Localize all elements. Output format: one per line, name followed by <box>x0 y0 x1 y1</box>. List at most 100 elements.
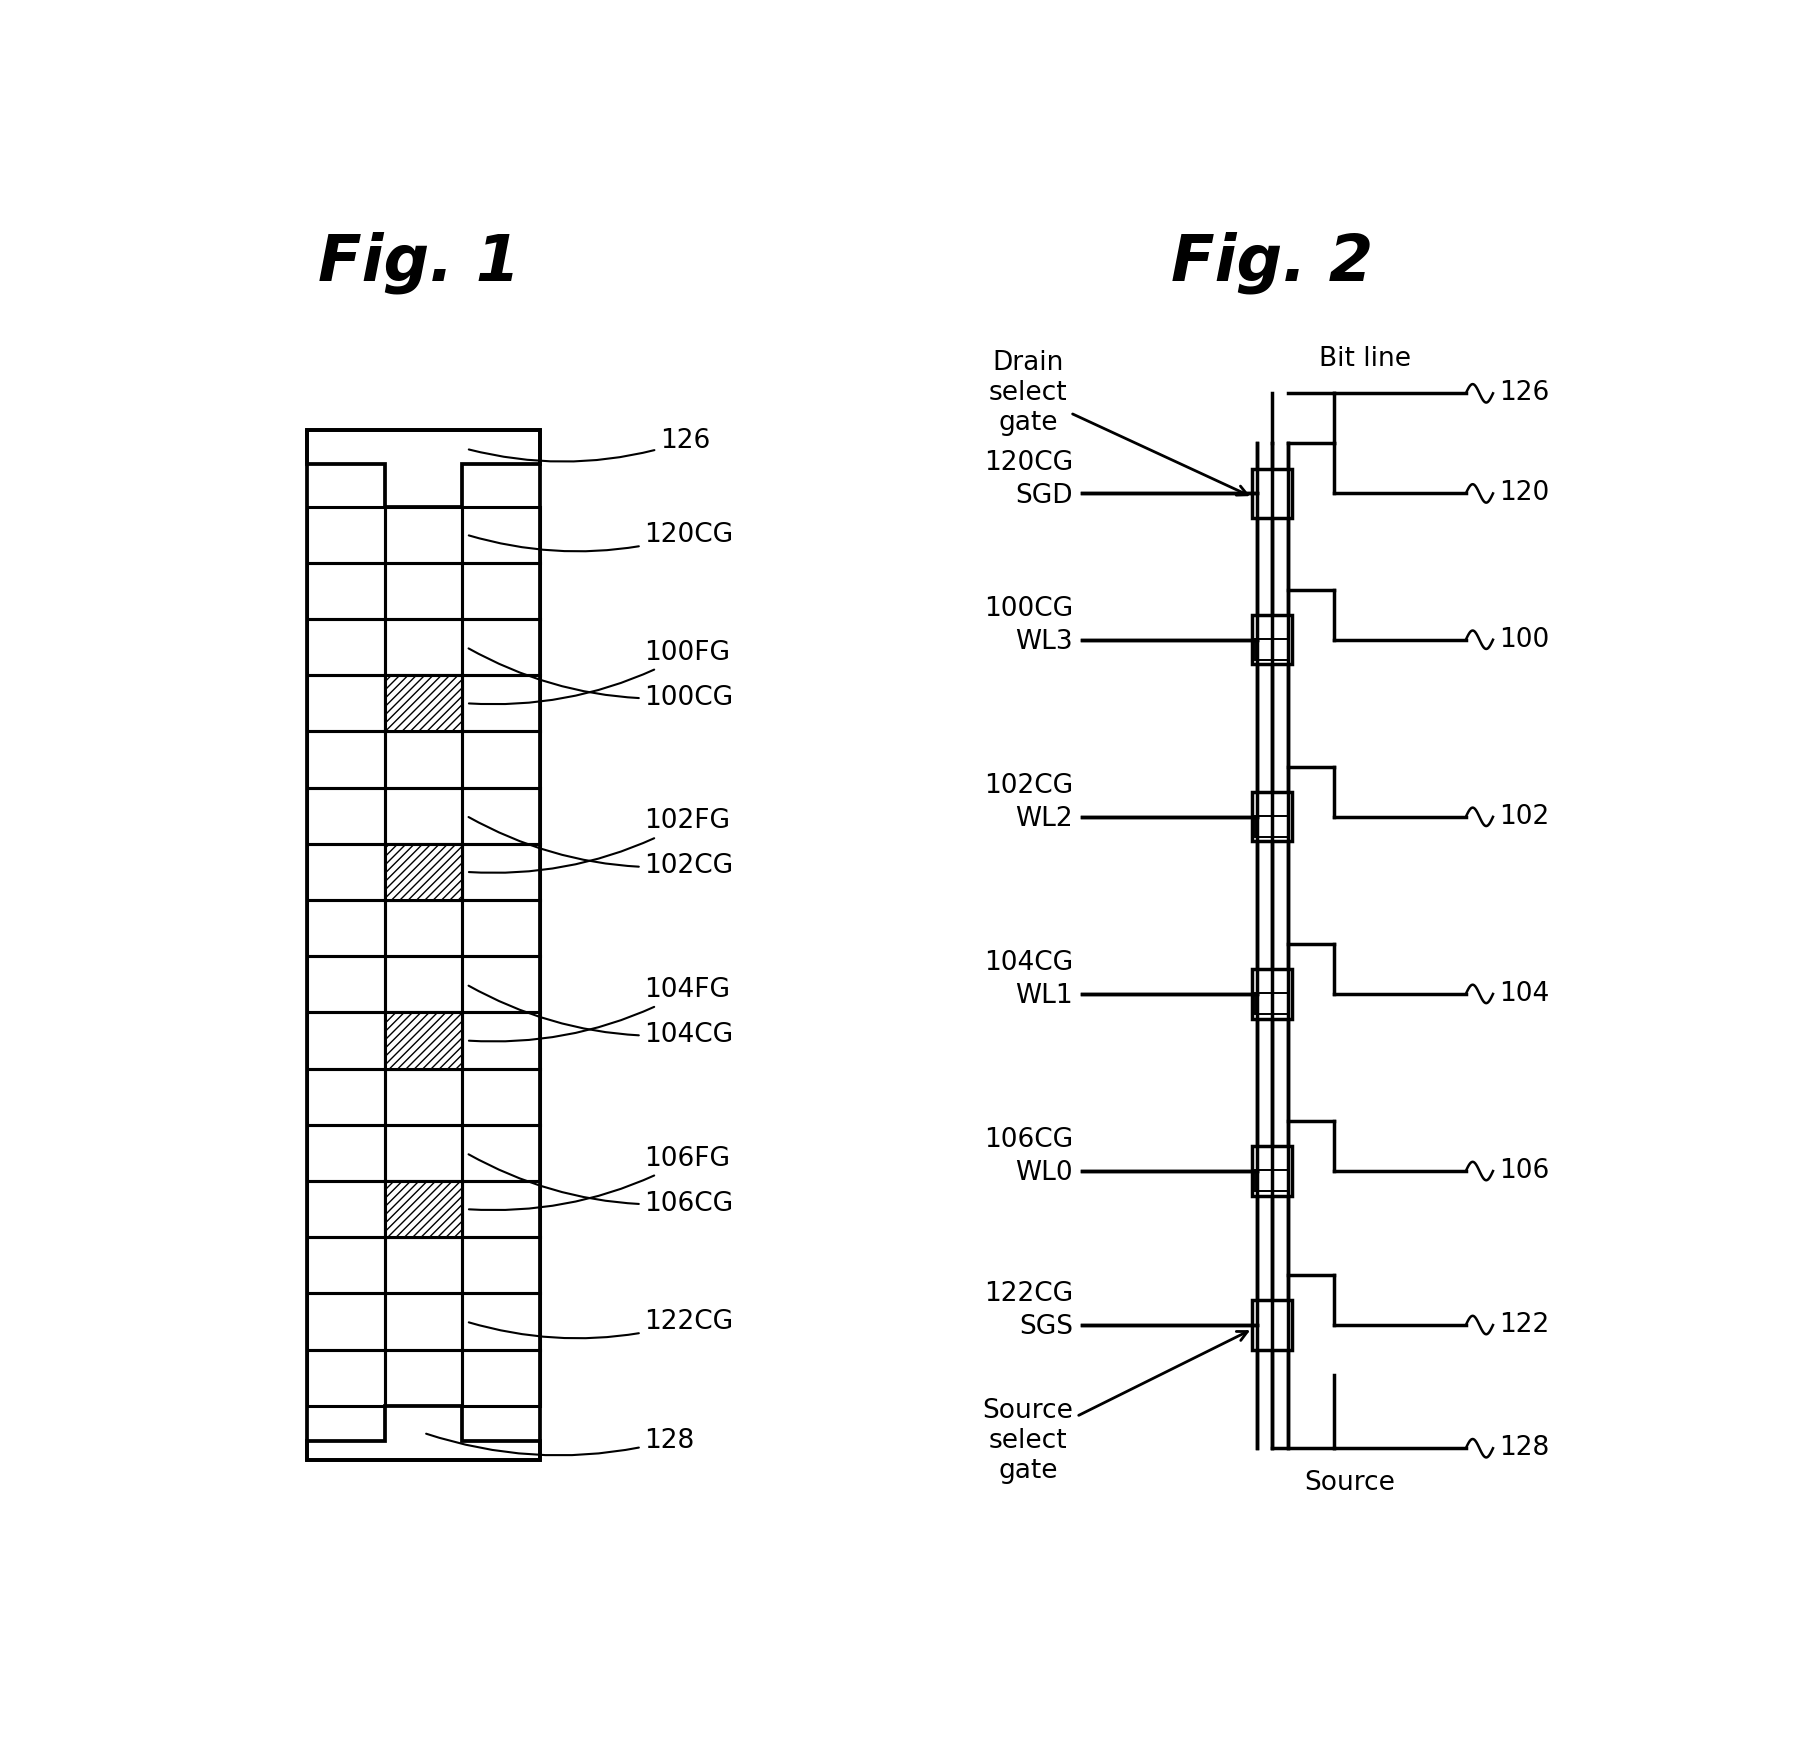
Bar <box>307 1012 385 1068</box>
Bar <box>463 1012 540 1068</box>
Text: 102CG: 102CG <box>468 817 734 878</box>
Bar <box>307 618 385 675</box>
Bar <box>463 956 540 1012</box>
Bar <box>463 1237 540 1293</box>
Text: 100: 100 <box>1500 627 1549 654</box>
Bar <box>307 506 385 562</box>
Bar <box>385 900 463 956</box>
Bar <box>463 1068 540 1124</box>
Text: Fig. 2: Fig. 2 <box>1171 232 1373 293</box>
Text: 122: 122 <box>1500 1312 1549 1339</box>
Text: SGD: SGD <box>1016 483 1073 510</box>
Bar <box>385 1237 463 1293</box>
Bar <box>463 562 540 618</box>
Text: 100CG: 100CG <box>983 596 1073 622</box>
Text: 106CG: 106CG <box>468 1154 734 1216</box>
Text: Drain
select
gate: Drain select gate <box>988 350 1247 495</box>
Bar <box>1256 640 1288 659</box>
Text: 104FG: 104FG <box>468 977 730 1042</box>
Bar <box>385 675 463 731</box>
Text: 100FG: 100FG <box>468 640 730 705</box>
Bar <box>1252 469 1292 518</box>
Bar <box>307 956 385 1012</box>
Text: 102: 102 <box>1500 805 1549 829</box>
Text: 104: 104 <box>1500 980 1549 1007</box>
Bar <box>385 1124 463 1181</box>
Bar <box>463 506 540 562</box>
Text: 104CG: 104CG <box>983 951 1073 977</box>
Bar <box>1256 817 1288 836</box>
Bar <box>463 675 540 731</box>
Bar <box>307 1181 385 1237</box>
Bar <box>463 843 540 900</box>
Bar <box>307 1293 385 1349</box>
Bar <box>307 675 385 731</box>
Text: Bit line: Bit line <box>1319 346 1411 372</box>
Bar <box>385 1349 463 1406</box>
Bar <box>307 787 385 843</box>
Bar <box>1252 792 1292 842</box>
Text: WL2: WL2 <box>1016 806 1073 833</box>
Bar <box>307 562 385 618</box>
Text: 120: 120 <box>1500 480 1549 506</box>
Bar <box>307 843 385 900</box>
Text: 102CG: 102CG <box>983 773 1073 799</box>
Bar <box>385 1012 463 1068</box>
Bar <box>463 1349 540 1406</box>
Bar <box>307 1068 385 1124</box>
Text: SGS: SGS <box>1019 1314 1073 1341</box>
Bar <box>385 618 463 675</box>
Bar <box>463 1293 540 1349</box>
Text: Source
select
gate: Source select gate <box>983 1332 1247 1483</box>
Text: WL3: WL3 <box>1016 629 1073 655</box>
Text: 100CG: 100CG <box>468 648 734 710</box>
Text: 120CG: 120CG <box>983 450 1073 476</box>
Text: 106: 106 <box>1500 1158 1549 1184</box>
Bar <box>1252 1146 1292 1197</box>
Bar <box>385 787 463 843</box>
Bar <box>385 562 463 618</box>
Text: 106FG: 106FG <box>468 1146 730 1211</box>
Bar <box>463 1181 540 1237</box>
Bar <box>385 956 463 1012</box>
Bar <box>463 731 540 787</box>
Bar <box>385 506 463 562</box>
Bar <box>385 1181 463 1237</box>
Bar <box>1256 993 1288 1014</box>
Bar <box>385 1012 463 1068</box>
Text: Source: Source <box>1305 1471 1395 1495</box>
Text: 126: 126 <box>1500 380 1549 406</box>
Text: WL1: WL1 <box>1016 984 1073 1009</box>
Text: Fig. 1: Fig. 1 <box>318 232 520 293</box>
Bar <box>385 1181 463 1237</box>
Text: 126: 126 <box>468 429 710 462</box>
Bar <box>307 900 385 956</box>
Bar <box>307 1124 385 1181</box>
Text: 128: 128 <box>426 1427 694 1455</box>
Text: 120CG: 120CG <box>468 522 734 552</box>
Bar <box>385 675 463 731</box>
Bar <box>1256 1170 1288 1191</box>
Bar <box>385 843 463 900</box>
Polygon shape <box>307 429 540 506</box>
Text: 102FG: 102FG <box>468 808 730 873</box>
Bar <box>463 900 540 956</box>
Text: 122CG: 122CG <box>983 1281 1073 1307</box>
Bar <box>385 731 463 787</box>
Bar <box>1252 970 1292 1019</box>
Bar <box>385 1068 463 1124</box>
Bar <box>307 1237 385 1293</box>
Bar <box>463 1124 540 1181</box>
Bar <box>385 1293 463 1349</box>
Bar <box>307 429 540 1460</box>
Text: WL0: WL0 <box>1016 1160 1073 1186</box>
Text: 106CG: 106CG <box>983 1128 1073 1153</box>
Text: 104CG: 104CG <box>468 986 734 1047</box>
Bar <box>463 618 540 675</box>
Bar <box>307 731 385 787</box>
Text: 122CG: 122CG <box>468 1309 734 1339</box>
Polygon shape <box>307 1406 540 1460</box>
Bar <box>385 843 463 900</box>
Bar <box>1252 615 1292 664</box>
Bar <box>463 787 540 843</box>
